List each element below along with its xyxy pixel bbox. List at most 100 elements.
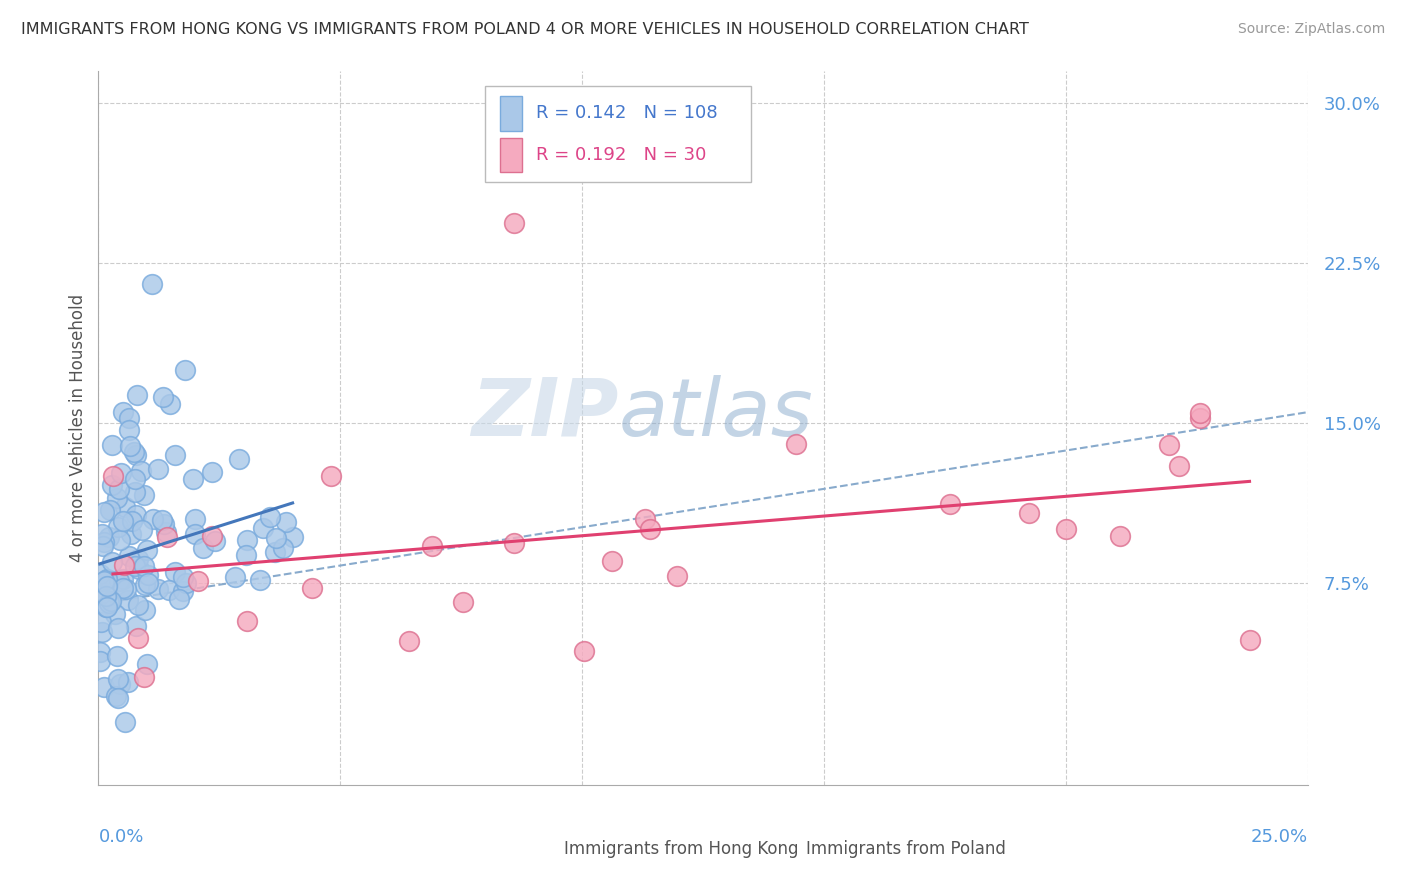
Point <box>503 536 526 550</box>
Point <box>111 572 134 586</box>
Point <box>100 437 122 451</box>
Point <box>153 516 176 531</box>
Point <box>1189 410 1212 425</box>
Point <box>264 532 287 546</box>
Point <box>127 552 149 566</box>
Point <box>638 523 661 537</box>
Point <box>96 579 118 593</box>
Point <box>181 471 204 485</box>
Point <box>112 558 135 572</box>
Point <box>201 465 224 479</box>
Point <box>114 500 136 514</box>
Point <box>101 469 124 483</box>
Point <box>98 597 121 611</box>
Point <box>281 530 304 544</box>
Point <box>665 569 688 583</box>
Point <box>132 488 155 502</box>
Point <box>235 548 257 562</box>
Point <box>174 362 197 376</box>
Point <box>193 541 215 555</box>
Text: ZIP: ZIP <box>471 375 619 453</box>
Point <box>146 582 169 597</box>
Point <box>131 523 153 537</box>
Point <box>236 614 259 628</box>
Point <box>121 515 143 529</box>
Point <box>136 568 159 582</box>
Point <box>94 600 117 615</box>
Point <box>1168 458 1191 473</box>
Point <box>228 451 250 466</box>
Text: Source: ZipAtlas.com: Source: ZipAtlas.com <box>1237 22 1385 37</box>
Point <box>110 466 132 480</box>
Point <box>167 592 190 607</box>
Point <box>134 578 156 592</box>
Point <box>124 472 146 486</box>
Point <box>97 530 120 544</box>
Point <box>572 644 595 658</box>
Text: 25.0%: 25.0% <box>1250 828 1308 846</box>
Point <box>224 570 246 584</box>
Point <box>152 390 174 404</box>
Point <box>184 511 207 525</box>
Point <box>503 216 526 230</box>
Point <box>136 576 159 591</box>
Point <box>273 541 295 555</box>
Point <box>91 539 114 553</box>
Point <box>134 602 156 616</box>
Text: R = 0.142   N = 108: R = 0.142 N = 108 <box>536 104 717 122</box>
Point <box>600 554 623 568</box>
Point <box>187 574 209 588</box>
Point <box>124 558 146 573</box>
Point <box>110 533 132 547</box>
FancyBboxPatch shape <box>501 137 522 172</box>
Point <box>155 524 177 539</box>
Point <box>127 598 149 612</box>
Point <box>135 657 157 671</box>
Point <box>142 512 165 526</box>
Point <box>107 519 129 533</box>
Point <box>249 573 271 587</box>
Y-axis label: 4 or more Vehicles in Household: 4 or more Vehicles in Household <box>69 294 87 562</box>
Point <box>135 542 157 557</box>
Point <box>120 527 142 541</box>
Point <box>125 508 148 522</box>
Text: IMMIGRANTS FROM HONG KONG VS IMMIGRANTS FROM POLAND 4 OR MORE VEHICLES IN HOUSEH: IMMIGRANTS FROM HONG KONG VS IMMIGRANTS … <box>21 22 1029 37</box>
Point <box>156 530 179 544</box>
Point <box>127 631 149 645</box>
Point <box>1018 506 1040 520</box>
Point <box>105 491 128 506</box>
Point <box>118 423 141 437</box>
Point <box>125 448 148 462</box>
Point <box>125 619 148 633</box>
Point <box>111 581 134 595</box>
Point <box>398 633 420 648</box>
Point <box>93 505 115 519</box>
Point <box>204 533 226 548</box>
Point <box>100 594 122 608</box>
Point <box>159 397 181 411</box>
Point <box>1239 633 1261 648</box>
Point <box>108 676 131 690</box>
Point <box>252 521 274 535</box>
Point <box>89 644 111 658</box>
Point <box>127 388 149 402</box>
Point <box>132 559 155 574</box>
Point <box>107 482 129 496</box>
Point <box>274 515 297 529</box>
Point <box>114 582 136 596</box>
Point <box>146 462 169 476</box>
Point <box>128 562 150 576</box>
Point <box>163 566 186 580</box>
Point <box>259 510 281 524</box>
Point <box>94 589 117 603</box>
Point <box>118 549 141 563</box>
Point <box>107 574 129 589</box>
Point <box>114 715 136 730</box>
Point <box>111 405 134 419</box>
FancyBboxPatch shape <box>485 86 751 182</box>
Text: Immigrants from Hong Kong: Immigrants from Hong Kong <box>564 840 799 858</box>
Point <box>89 588 111 602</box>
Point <box>105 689 128 703</box>
Text: 0.0%: 0.0% <box>98 828 143 846</box>
Point <box>93 574 115 588</box>
